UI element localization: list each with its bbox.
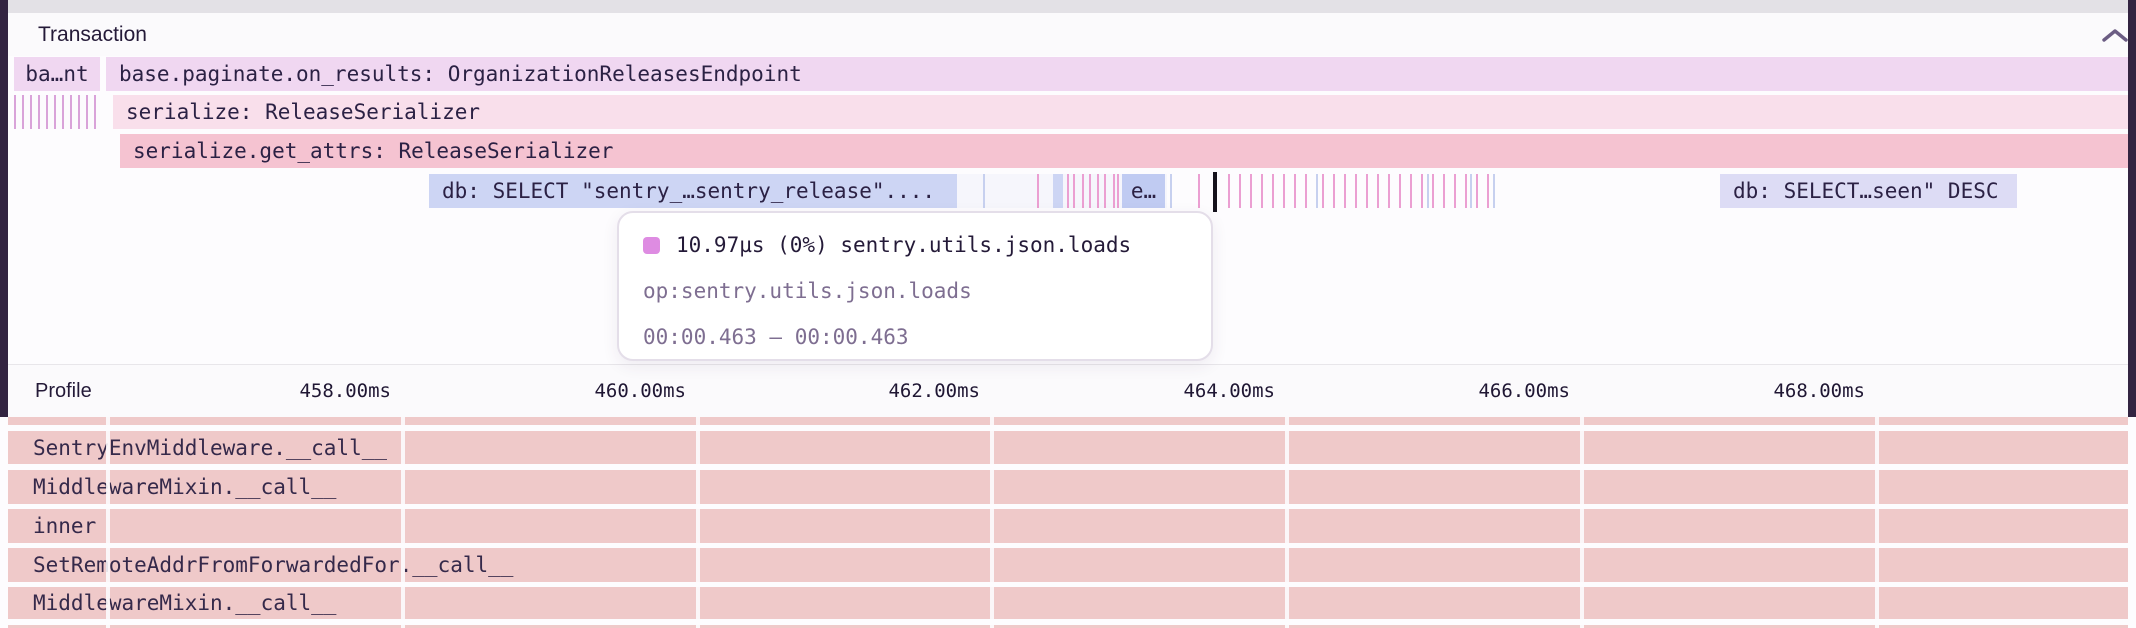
micro-span[interactable] (1294, 174, 1296, 208)
axis-tick-label: 462.00ms (888, 380, 980, 402)
collapsed-spans-hatch[interactable] (14, 95, 100, 129)
profile-section-label: Profile (35, 379, 92, 402)
micro-span[interactable] (1465, 174, 1467, 208)
time-gridline (990, 417, 994, 628)
micro-span[interactable] (1410, 174, 1412, 208)
micro-span[interactable] (983, 174, 985, 208)
micro-span[interactable] (1053, 174, 1063, 208)
span-bar-serialize-get-attrs[interactable]: serialize.get_attrs: ReleaseSerializer (120, 134, 2128, 168)
span-bar-base-paginate[interactable]: base.paginate.on_results: OrganizationRe… (106, 57, 2128, 91)
micro-span[interactable] (1239, 174, 1241, 208)
micro-span[interactable] (1470, 174, 1472, 208)
micro-span[interactable] (1427, 174, 1429, 208)
micro-span[interactable] (1443, 174, 1445, 208)
micro-span[interactable] (1089, 174, 1091, 208)
time-gridline (106, 417, 110, 628)
micro-span[interactable] (1399, 174, 1401, 208)
span-bar-db-select-desc[interactable]: db: SELECT…seen" DESC (1720, 174, 2017, 208)
span-bar-serialize[interactable]: serialize: ReleaseSerializer (113, 95, 2128, 129)
chevron-up-icon[interactable] (2100, 27, 2130, 45)
top-divider-strip (8, 0, 2128, 13)
tooltip-duration-text: 10.97µs (0%) sentry.utils.json.loads (676, 233, 1132, 257)
micro-span[interactable] (1344, 174, 1346, 208)
micro-span[interactable] (1228, 174, 1230, 208)
time-gridline (1285, 417, 1289, 628)
micro-span[interactable] (1333, 174, 1335, 208)
micro-span[interactable] (1272, 174, 1274, 208)
axis-tick-label: 466.00ms (1478, 380, 1570, 402)
flame-frame[interactable]: MiddlewareMixin.__call__ (8, 587, 2128, 619)
flamegraph[interactable]: SentryEnvMiddleware.__call__ MiddlewareMi… (0, 417, 2136, 628)
micro-span[interactable] (1261, 174, 1263, 208)
right-panel-edge (2128, 0, 2136, 628)
axis-tick-label: 458.00ms (299, 380, 391, 402)
time-gridline (401, 417, 405, 628)
micro-span[interactable] (1082, 174, 1084, 208)
micro-span[interactable] (1283, 174, 1285, 208)
tooltip-duration-line: 10.97µs (0%) sentry.utils.json.loads (643, 233, 1131, 257)
tooltip-time-range: 00:00.463 — 00:00.463 (643, 325, 909, 349)
micro-span[interactable] (1316, 174, 1318, 208)
micro-span[interactable] (1366, 174, 1368, 208)
micro-span[interactable] (1421, 174, 1423, 208)
tooltip-op-text: op:sentry.utils.json.loads (643, 279, 972, 303)
profile-axis: Profile 458.00ms 460.00ms 462.00ms 464.00ms… (8, 365, 2128, 417)
flame-frame[interactable]: SentryEnvMiddleware.__call__ (8, 431, 2128, 464)
span-color-swatch (643, 236, 660, 254)
span-tooltip: 10.97µs (0%) sentry.utils.json.loads op:… (617, 211, 1213, 361)
micro-span[interactable] (1067, 174, 1069, 208)
left-panel-edge (0, 0, 8, 628)
micro-span[interactable] (1037, 174, 1039, 208)
micro-span[interactable] (1117, 174, 1119, 208)
micro-span[interactable] (1104, 174, 1106, 208)
transaction-header: Transaction (8, 13, 2128, 56)
time-gridline (696, 417, 700, 628)
micro-span[interactable] (1198, 174, 1200, 208)
micro-span[interactable] (1322, 174, 1324, 208)
span-bar-db-small[interactable]: e… (1122, 174, 1165, 208)
micro-span[interactable] (1355, 174, 1357, 208)
micro-span[interactable] (1476, 174, 1478, 208)
micro-span[interactable] (1073, 174, 1075, 208)
flame-frame-partial[interactable] (8, 625, 2128, 628)
flame-frame[interactable]: inner (8, 509, 2128, 543)
micro-span[interactable] (1487, 174, 1489, 208)
span-cursor-marker[interactable] (1213, 172, 1217, 212)
time-gridline (1580, 417, 1584, 628)
micro-span[interactable] (1432, 174, 1434, 208)
flame-frame[interactable]: MiddlewareMixin.__call__ (8, 470, 2128, 504)
time-gridline (1875, 417, 1879, 628)
span-bar-db-select[interactable]: db: SELECT "sentry_…sentry_release".... (429, 174, 957, 208)
span-bar-truncated[interactable]: ba…nt (14, 57, 100, 91)
micro-span[interactable] (1097, 174, 1099, 208)
section-divider (8, 364, 2128, 365)
axis-tick-label: 464.00ms (1183, 380, 1275, 402)
micro-span[interactable] (1493, 174, 1495, 208)
transaction-title: Transaction (38, 22, 147, 46)
micro-span[interactable] (1305, 174, 1307, 208)
micro-span[interactable] (1377, 174, 1379, 208)
axis-tick-label: 468.00ms (1773, 380, 1865, 402)
micro-span[interactable] (1388, 174, 1390, 208)
micro-span[interactable] (1250, 174, 1252, 208)
axis-tick-label: 460.00ms (594, 380, 686, 402)
flame-frame[interactable]: SetRemoteAddrFromForwardedFor.__call__ (8, 548, 2128, 582)
micro-span[interactable] (1454, 174, 1456, 208)
micro-span[interactable] (1113, 174, 1115, 208)
flame-frame-partial[interactable] (8, 417, 2128, 425)
micro-span[interactable] (1170, 174, 1172, 208)
